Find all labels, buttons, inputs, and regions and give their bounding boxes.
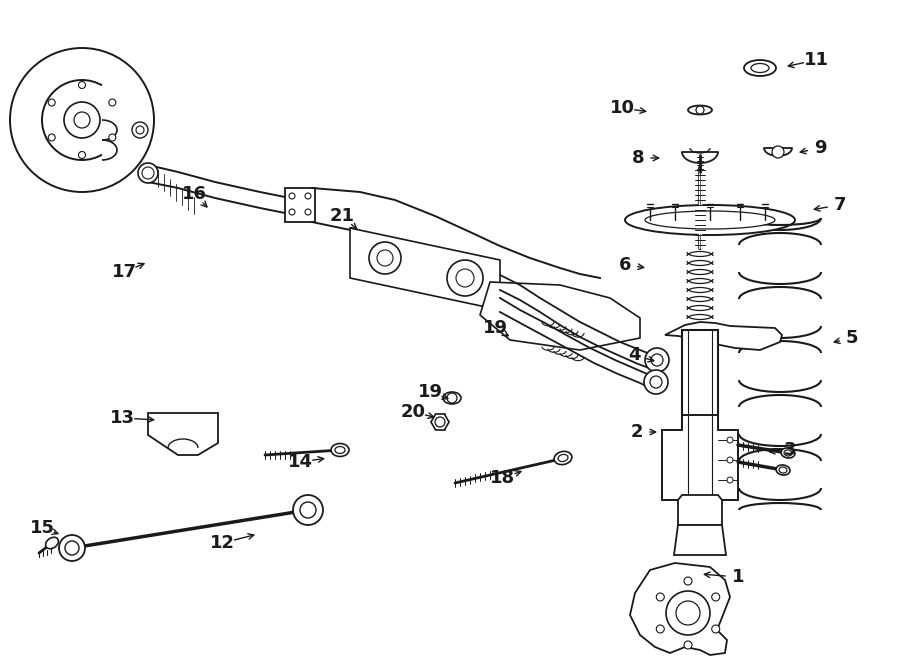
Text: 3: 3 xyxy=(784,441,796,459)
Text: 2: 2 xyxy=(631,423,644,441)
Text: 8: 8 xyxy=(632,149,644,167)
Circle shape xyxy=(132,122,148,138)
Ellipse shape xyxy=(335,446,345,453)
Circle shape xyxy=(666,591,710,635)
Text: 14: 14 xyxy=(287,453,312,471)
Circle shape xyxy=(74,112,90,128)
Circle shape xyxy=(447,260,483,296)
Circle shape xyxy=(78,81,86,89)
Circle shape xyxy=(676,601,700,625)
Ellipse shape xyxy=(443,392,461,404)
Circle shape xyxy=(684,577,692,585)
Polygon shape xyxy=(665,322,782,350)
Circle shape xyxy=(712,625,720,633)
Text: 19: 19 xyxy=(418,383,443,401)
Circle shape xyxy=(645,348,669,372)
Polygon shape xyxy=(500,298,654,390)
Circle shape xyxy=(712,593,720,601)
Polygon shape xyxy=(480,282,640,350)
Ellipse shape xyxy=(784,450,792,456)
Text: 10: 10 xyxy=(609,99,634,117)
Ellipse shape xyxy=(558,454,568,461)
Polygon shape xyxy=(285,188,315,222)
Circle shape xyxy=(300,502,316,518)
Circle shape xyxy=(64,102,100,138)
Polygon shape xyxy=(674,525,726,555)
Text: 7: 7 xyxy=(833,196,846,214)
Circle shape xyxy=(138,163,158,183)
Circle shape xyxy=(684,641,692,649)
Text: 15: 15 xyxy=(30,519,55,537)
Circle shape xyxy=(696,106,704,114)
Text: 4: 4 xyxy=(628,346,640,364)
Ellipse shape xyxy=(331,444,349,457)
Text: 18: 18 xyxy=(491,469,516,487)
Circle shape xyxy=(456,269,474,287)
Circle shape xyxy=(435,417,445,427)
Text: 17: 17 xyxy=(112,263,137,281)
Ellipse shape xyxy=(645,211,775,229)
Circle shape xyxy=(377,250,393,266)
Circle shape xyxy=(656,593,664,601)
Circle shape xyxy=(24,62,140,178)
Polygon shape xyxy=(678,495,722,525)
Polygon shape xyxy=(500,275,655,369)
Circle shape xyxy=(644,370,668,394)
Circle shape xyxy=(727,457,733,463)
Polygon shape xyxy=(630,563,730,655)
Ellipse shape xyxy=(744,60,776,76)
Circle shape xyxy=(49,134,55,141)
Circle shape xyxy=(142,167,154,179)
Ellipse shape xyxy=(776,465,790,475)
Text: 9: 9 xyxy=(814,139,826,157)
Polygon shape xyxy=(148,165,310,218)
Text: 12: 12 xyxy=(210,534,235,552)
Circle shape xyxy=(650,376,662,388)
Circle shape xyxy=(109,134,116,141)
Text: 1: 1 xyxy=(732,568,744,586)
Polygon shape xyxy=(312,188,600,320)
Text: 20: 20 xyxy=(400,403,426,421)
Circle shape xyxy=(369,242,401,274)
Text: 13: 13 xyxy=(110,409,134,427)
Circle shape xyxy=(772,146,784,158)
Circle shape xyxy=(136,126,144,134)
Text: 16: 16 xyxy=(182,185,206,203)
Circle shape xyxy=(59,535,85,561)
Ellipse shape xyxy=(751,63,769,73)
Circle shape xyxy=(78,151,86,159)
Circle shape xyxy=(656,625,664,633)
Polygon shape xyxy=(148,413,218,455)
Ellipse shape xyxy=(46,537,58,549)
Polygon shape xyxy=(662,415,738,510)
Circle shape xyxy=(289,209,295,215)
Circle shape xyxy=(49,99,55,106)
Ellipse shape xyxy=(625,205,795,235)
Circle shape xyxy=(727,437,733,443)
Ellipse shape xyxy=(779,467,787,473)
Circle shape xyxy=(109,99,116,106)
Circle shape xyxy=(289,193,295,199)
Circle shape xyxy=(10,48,154,192)
Circle shape xyxy=(651,354,663,366)
Circle shape xyxy=(65,541,79,555)
Circle shape xyxy=(293,495,323,525)
Circle shape xyxy=(305,209,311,215)
Ellipse shape xyxy=(688,106,712,114)
Text: 11: 11 xyxy=(804,51,829,69)
Polygon shape xyxy=(682,330,718,495)
Ellipse shape xyxy=(554,451,572,465)
Text: 21: 21 xyxy=(329,207,355,225)
Circle shape xyxy=(447,393,457,403)
Text: 19: 19 xyxy=(482,319,508,337)
Circle shape xyxy=(727,477,733,483)
Polygon shape xyxy=(350,228,500,310)
Text: 5: 5 xyxy=(846,329,859,347)
Circle shape xyxy=(305,193,311,199)
Ellipse shape xyxy=(781,448,795,458)
Text: 6: 6 xyxy=(619,256,631,274)
